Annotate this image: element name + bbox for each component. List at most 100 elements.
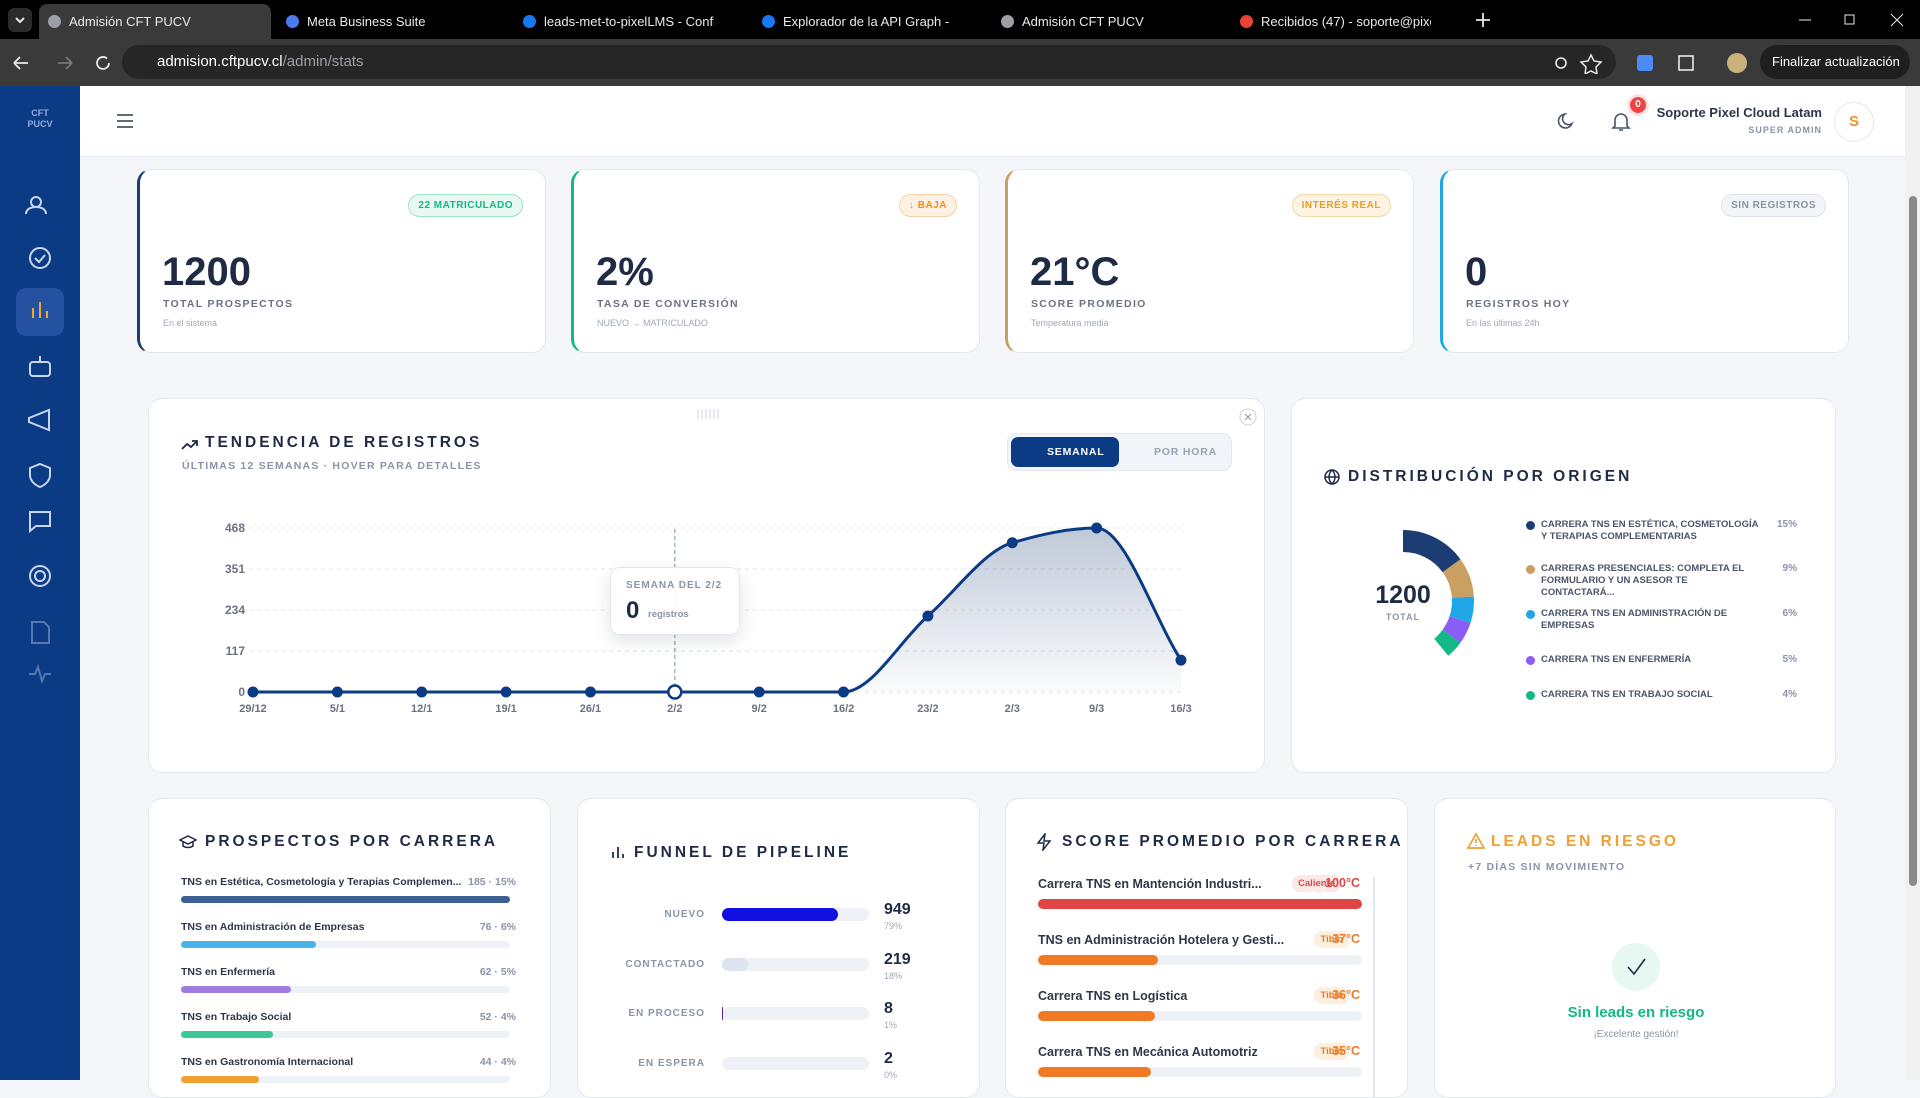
stat-card: INTERÉS REAL 21°C SCORE PROMEDIO Temperatur… bbox=[1005, 169, 1414, 353]
y-tick-label: 0 bbox=[238, 685, 245, 699]
trend-point[interactable] bbox=[922, 610, 934, 622]
legend-pct: 5% bbox=[1782, 654, 1797, 665]
stat-badge: INTERÉS REAL bbox=[1291, 194, 1391, 217]
tab-favicon bbox=[48, 15, 61, 28]
score-name: TNS en Administración Hotelera y Gesti..… bbox=[1038, 933, 1285, 947]
funnel-count: 219 bbox=[884, 950, 911, 968]
tooltip: SEMANA DEL 2/2 0 registros bbox=[610, 567, 740, 635]
browser-tab[interactable]: Meta Business Suite bbox=[277, 4, 509, 39]
career-value: 62 · 5% bbox=[479, 966, 516, 978]
legend-dot bbox=[1526, 691, 1535, 700]
browser-tab[interactable]: Admisión CFT PUCV bbox=[39, 4, 271, 39]
funnel-pct: 1% bbox=[884, 1020, 898, 1030]
trend-point[interactable] bbox=[584, 686, 596, 698]
x-tick-label: 19/1 bbox=[495, 703, 516, 715]
funnel-track bbox=[722, 957, 869, 971]
trend-title: TENDENCIA DE REGISTROS bbox=[205, 434, 483, 451]
window-controls[interactable] bbox=[1795, 10, 1915, 30]
trend-point[interactable] bbox=[753, 686, 765, 698]
trend-point[interactable] bbox=[1175, 654, 1187, 666]
url-path: /admin/stats bbox=[282, 53, 364, 70]
browser-tab-bar: Admisión CFT PUCV Meta Business Suite lead… bbox=[0, 0, 1920, 39]
funnel-icon bbox=[612, 847, 624, 858]
tab-title: Admisión CFT PUCV bbox=[1022, 14, 1144, 29]
avatar[interactable]: S bbox=[1834, 102, 1874, 142]
funnel-pct: 0% bbox=[884, 1069, 898, 1080]
bolt-icon bbox=[1036, 833, 1052, 851]
view-toggle: SEMANAL POR HORA bbox=[1007, 433, 1232, 471]
score-bar bbox=[1038, 1011, 1155, 1021]
career-name: TNS en Gastronomía Internacional bbox=[181, 1056, 354, 1068]
x-tick-label: 23/2 bbox=[917, 703, 938, 715]
score-value: 37°C bbox=[1332, 932, 1360, 946]
scrollbar-thumb[interactable] bbox=[1909, 196, 1917, 886]
donut-segment[interactable] bbox=[1442, 615, 1471, 643]
stat-card: 22 MATRICULADO 1200 TOTAL PROSPECTOS En el … bbox=[137, 169, 546, 353]
tab-search-button[interactable] bbox=[8, 8, 32, 32]
theme-toggle[interactable] bbox=[1557, 111, 1577, 131]
user-role: SUPER ADMIN bbox=[1748, 125, 1822, 135]
toggle-weekly[interactable]: SEMANAL bbox=[1011, 437, 1119, 467]
stat-value: 21°C bbox=[1030, 250, 1120, 294]
donut-segment[interactable] bbox=[1449, 596, 1474, 623]
y-tick-label: 468 bbox=[225, 521, 245, 535]
score-value: 35°C bbox=[1332, 1044, 1360, 1058]
stat-card: ↓ BAJA 2% TASA DE CONVERSIÓN NUEVO → MATRIC… bbox=[571, 169, 980, 353]
stat-value: 1200 bbox=[162, 250, 251, 294]
stat-note: En las últimas 24h bbox=[1466, 318, 1540, 328]
update-label: Finalizar actualización bbox=[1772, 54, 1900, 69]
browser-tab[interactable]: Admisión CFT PUCV bbox=[992, 4, 1224, 39]
update-button[interactable]: Finalizar actualización bbox=[1760, 45, 1910, 79]
career-track bbox=[181, 941, 510, 948]
tab-title: Explorador de la API Graph - M bbox=[783, 14, 953, 29]
career-bar bbox=[181, 1031, 274, 1038]
new-tab-button[interactable] bbox=[1473, 10, 1493, 30]
stat-label: TOTAL PROSPECTOS bbox=[163, 298, 294, 310]
stat-label: SCORE PROMEDIO bbox=[1031, 298, 1147, 310]
trend-point[interactable] bbox=[500, 686, 512, 698]
stat-note: En el sistema bbox=[163, 318, 218, 328]
tab-title: Meta Business Suite bbox=[307, 14, 426, 29]
browser-tab[interactable]: Explorador de la API Graph - M bbox=[753, 4, 985, 39]
inner-scrollbar bbox=[1373, 877, 1375, 1097]
browser-tab[interactable]: Recibidos (47) - soporte@pixel bbox=[1231, 4, 1463, 39]
score-name: Carrera TNS en Logística bbox=[1038, 989, 1188, 1003]
close-icon bbox=[1244, 413, 1252, 421]
drag-handle[interactable] bbox=[697, 409, 719, 419]
tab-favicon bbox=[1240, 15, 1253, 28]
trend-point[interactable] bbox=[1006, 537, 1018, 549]
menu-button[interactable] bbox=[116, 113, 134, 129]
funnel-bar bbox=[722, 1007, 724, 1020]
trend-point[interactable] bbox=[667, 684, 683, 700]
risk-subtitle: +7 DÍAS SIN MOVIMIENTO bbox=[1468, 861, 1626, 873]
tooltip-value: 0 bbox=[626, 597, 640, 624]
donut-segment[interactable] bbox=[1402, 530, 1461, 573]
nav-icons[interactable] bbox=[0, 186, 80, 806]
browser-tab[interactable]: leads-met-to-pixelLMS - Config bbox=[514, 4, 746, 39]
trend-point[interactable] bbox=[416, 686, 428, 698]
donut-total-label: TOTAL bbox=[1385, 612, 1421, 622]
careers-title: PROSPECTOS POR CARRERA bbox=[205, 833, 499, 850]
trend-point[interactable] bbox=[1091, 522, 1103, 534]
cap-icon bbox=[179, 835, 197, 849]
nav-buttons[interactable] bbox=[10, 51, 110, 75]
toggle-hourly[interactable]: POR HORA bbox=[1154, 446, 1217, 458]
trend-area bbox=[253, 528, 1181, 692]
career-name: TNS en Enfermería bbox=[181, 966, 275, 978]
risk-title: LEADS EN RIESGO bbox=[1491, 833, 1679, 850]
tab-favicon bbox=[523, 15, 536, 28]
notifications-button[interactable] bbox=[1611, 111, 1631, 133]
scores-card: SCORE PROMEDIO POR CARRERA Carrera TNS e… bbox=[1005, 798, 1408, 1098]
trend-point[interactable] bbox=[331, 686, 343, 698]
address-bar[interactable]: admision.cftpucv.cl/admin/stats bbox=[122, 45, 1616, 79]
trend-point[interactable] bbox=[247, 686, 259, 698]
donut-segment[interactable] bbox=[1442, 559, 1474, 599]
risk-empty-title: Sin leads en riesgo bbox=[1567, 1004, 1705, 1021]
legend-pct: 9% bbox=[1782, 563, 1797, 574]
trend-point[interactable] bbox=[838, 686, 850, 698]
toolbar-icons[interactable] bbox=[1553, 52, 1753, 74]
score-value: 100°C bbox=[1325, 876, 1360, 890]
donut-segment[interactable] bbox=[1433, 629, 1461, 656]
stat-badge: 22 MATRICULADO bbox=[408, 194, 523, 217]
